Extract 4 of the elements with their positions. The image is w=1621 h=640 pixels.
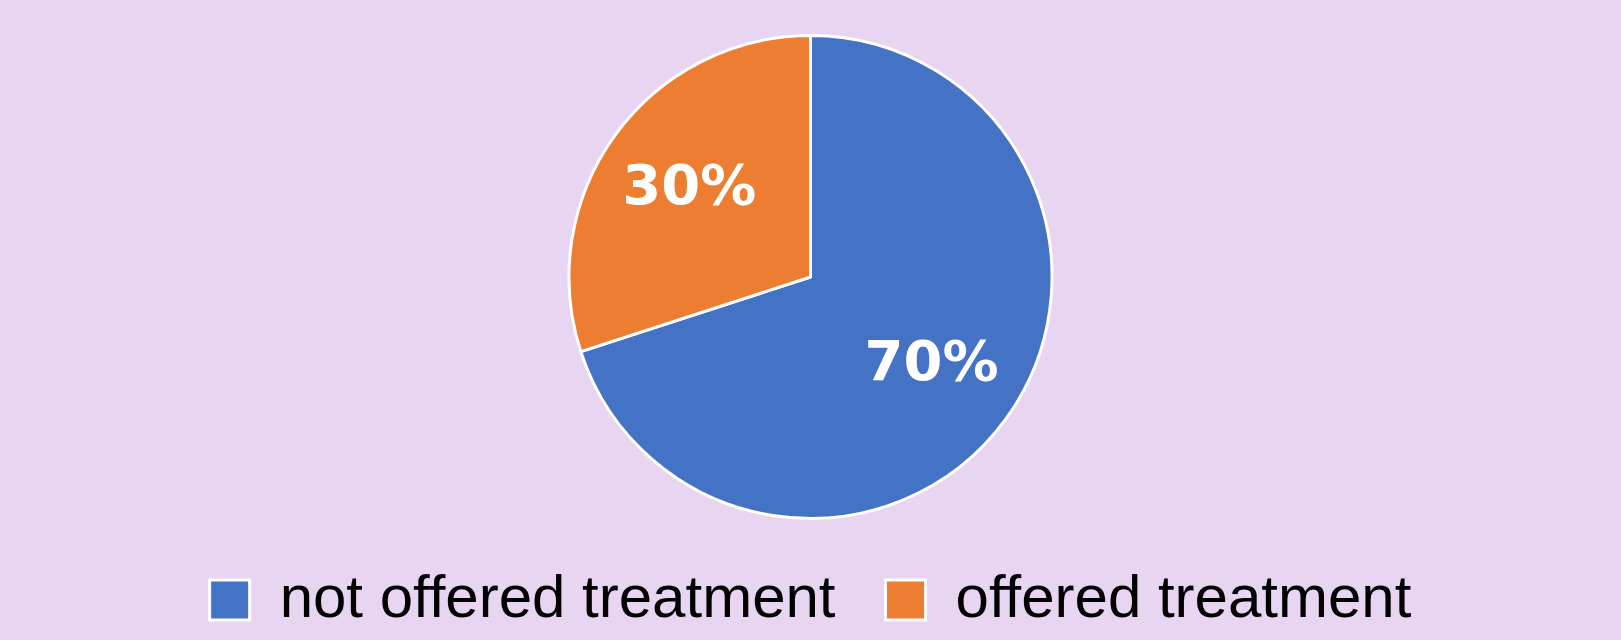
legend-label: offered treatment: [955, 562, 1412, 630]
data-label: 70%: [864, 327, 999, 393]
data-label: 30%: [622, 151, 757, 217]
legend-label: not offered treatment: [279, 562, 836, 630]
